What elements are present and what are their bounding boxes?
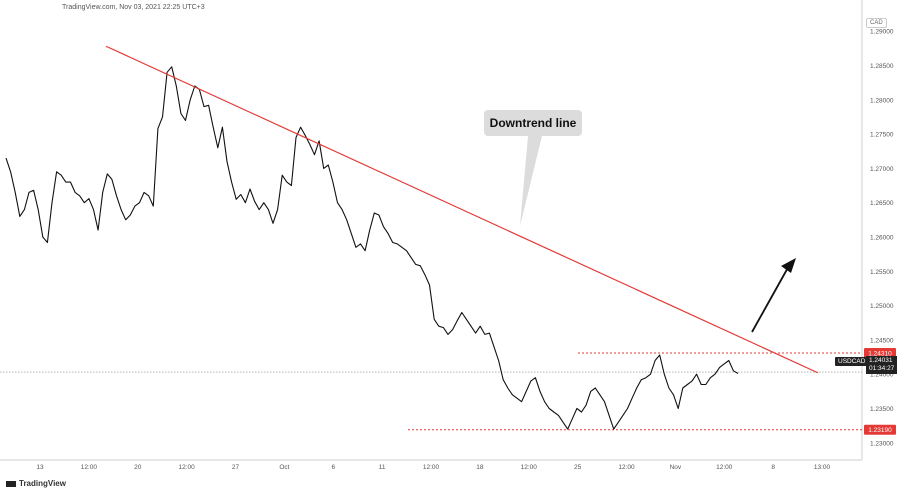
currency-badge[interactable]: CAD — [866, 18, 887, 28]
symbol-tag: USDCAD — [835, 357, 869, 366]
y-tick-label: 1.25500 — [870, 269, 894, 276]
x-tick-label: 12:00 — [618, 464, 635, 471]
downtrend-line — [105, 45, 819, 374]
breakout-arrow-head — [781, 258, 796, 273]
x-tick-label: 20 — [134, 464, 142, 471]
brand-name: TradingView — [19, 479, 66, 488]
y-tick-label: 1.23000 — [870, 440, 894, 447]
tradingview-logo-icon — [6, 480, 16, 487]
price-line — [5, 66, 739, 430]
y-tick-label: 1.28500 — [870, 63, 894, 70]
y-tick-label: 1.27000 — [870, 166, 894, 173]
x-tick-label: 13 — [36, 464, 44, 471]
y-tick-label: 1.24000 — [870, 372, 894, 379]
level-label: 1.24310 — [868, 350, 892, 357]
x-tick-label: Nov — [670, 464, 682, 471]
y-tick-label: 1.26500 — [870, 200, 894, 207]
breakout-arrow — [751, 263, 791, 333]
callout-pointer — [520, 136, 542, 226]
countdown-label: 01:34:27 — [869, 365, 895, 372]
x-tick-label: 11 — [379, 464, 386, 471]
y-tick-label: 1.25000 — [870, 303, 894, 310]
x-tick-label: 12:00 — [716, 464, 733, 471]
x-tick-label: 12:00 — [521, 464, 538, 471]
x-tick-label: 12:00 — [81, 464, 98, 471]
x-tick-label: 12:00 — [423, 464, 440, 471]
x-tick-label: 8 — [771, 464, 775, 471]
level-tag — [864, 347, 896, 358]
last-price-box: 1.24031 01:34:27 — [866, 356, 898, 374]
downtrend-callout: Downtrend line — [484, 110, 582, 136]
y-tick-label: 1.24500 — [870, 337, 894, 344]
x-tick-label: 12:00 — [178, 464, 195, 471]
y-tick-label: 1.26000 — [870, 235, 894, 242]
y-tick-label: 1.28000 — [870, 97, 894, 104]
y-tick-label: 1.29000 — [870, 29, 894, 36]
source-header: TradingView.com, Nov 03, 2021 22:25 UTC+… — [62, 4, 205, 11]
x-tick-label: 27 — [232, 464, 240, 471]
brand: TradingView — [6, 479, 66, 488]
x-tick-label: 6 — [331, 464, 335, 471]
x-tick-label: Oct — [279, 464, 289, 471]
x-tick-label: 18 — [476, 464, 484, 471]
x-tick-label: 25 — [574, 464, 582, 471]
level-label: 1.23190 — [868, 427, 892, 434]
y-tick-label: 1.27500 — [870, 132, 894, 139]
last-price-label: 1.24031 — [869, 357, 893, 364]
y-tick-label: 1.23500 — [870, 406, 894, 413]
x-tick-label: 13:00 — [814, 464, 831, 471]
level-tag — [864, 424, 896, 435]
